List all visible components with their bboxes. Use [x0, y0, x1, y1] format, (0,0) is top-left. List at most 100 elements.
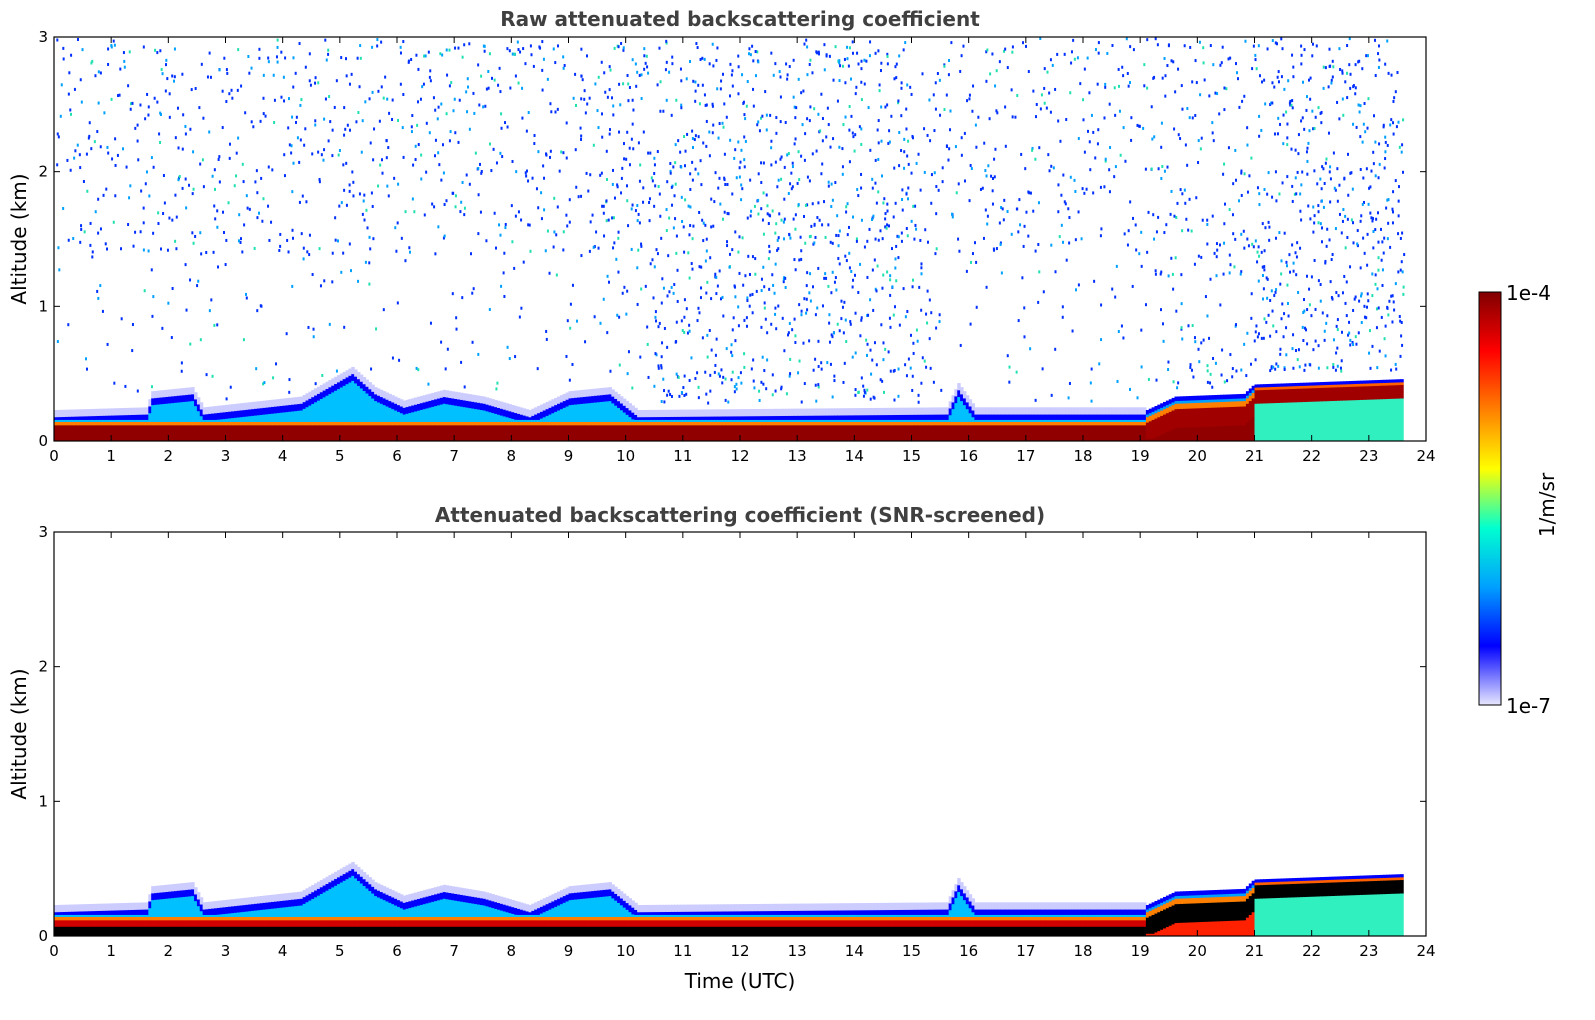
- noise-speckle: [763, 306, 766, 310]
- noise-speckle: [658, 192, 661, 196]
- noise-speckle: [830, 333, 833, 337]
- noise-speckle: [717, 372, 720, 376]
- noise-speckle: [907, 139, 910, 143]
- noise-speckle: [1229, 56, 1232, 60]
- heatmap-cell: [1111, 421, 1116, 426]
- noise-speckle: [655, 319, 658, 323]
- noise-speckle: [222, 210, 225, 214]
- heatmap-cell: [645, 409, 650, 418]
- heatmap-cell: [1197, 402, 1201, 409]
- heatmap-cell: [737, 415, 741, 420]
- noise-speckle: [285, 332, 288, 336]
- noise-speckle: [671, 62, 674, 66]
- noise-speckle: [663, 326, 666, 330]
- noise-speckle: [689, 205, 692, 209]
- noise-speckle: [627, 82, 630, 86]
- heatmap-cell: [174, 402, 178, 422]
- noise-speckle: [134, 126, 137, 130]
- noise-speckle: [719, 297, 722, 301]
- heatmap-cell: [131, 421, 135, 426]
- heatmap-cell: [551, 424, 555, 441]
- heatmap-cell: [719, 416, 724, 420]
- heatmap-cell: [751, 424, 755, 441]
- heatmap-cell: [1203, 399, 1207, 403]
- noise-speckle: [795, 106, 798, 110]
- noise-speckle: [1246, 126, 1249, 130]
- heatmap-cell: [1245, 395, 1250, 399]
- heatmap-cell: [1157, 411, 1161, 418]
- heatmap-cell: [628, 421, 632, 426]
- heatmap-cell: [348, 368, 352, 376]
- heatmap-cell: [771, 415, 775, 420]
- heatmap-cell: [259, 414, 264, 422]
- heatmap-cell: [1165, 407, 1170, 414]
- noise-speckle: [1020, 152, 1023, 156]
- noise-speckle: [666, 345, 669, 349]
- noise-speckle: [654, 184, 657, 188]
- heatmap-cell: [419, 409, 424, 422]
- heatmap-cell: [291, 421, 295, 426]
- heatmap-cell: [96, 415, 101, 420]
- noise-speckle: [855, 85, 858, 89]
- heatmap-cell: [174, 421, 178, 426]
- heatmap-cell: [840, 424, 844, 441]
- noise-speckle: [970, 167, 973, 171]
- noise-speckle: [936, 71, 939, 75]
- heatmap-cell: [319, 424, 324, 441]
- heatmap-cell: [359, 387, 364, 422]
- heatmap-cell: [1203, 426, 1207, 441]
- noise-speckle: [151, 314, 154, 318]
- heatmap-cell: [1143, 424, 1147, 441]
- heatmap-cell: [851, 419, 855, 422]
- heatmap-cell: [931, 419, 935, 422]
- noise-speckle: [995, 247, 998, 251]
- noise-speckle: [1064, 202, 1067, 206]
- heatmap-cell: [485, 421, 490, 426]
- heatmap-cell: [85, 421, 89, 426]
- heatmap-cell: [985, 414, 990, 420]
- heatmap-cell: [854, 424, 858, 441]
- heatmap-cell: [845, 421, 850, 426]
- heatmap-cell: [1014, 414, 1018, 420]
- noise-speckle: [869, 397, 872, 401]
- heatmap-cell: [371, 391, 375, 399]
- heatmap-cell: [471, 408, 475, 422]
- heatmap-cell: [336, 375, 341, 383]
- heatmap-cell: [1031, 424, 1036, 441]
- noise-speckle: [1257, 245, 1260, 249]
- heatmap-cell: [256, 408, 261, 416]
- noise-speckle: [209, 75, 212, 79]
- heatmap-cell: [1088, 419, 1093, 422]
- noise-speckle: [854, 133, 857, 137]
- heatmap-cell: [311, 396, 315, 404]
- noise-speckle: [779, 95, 782, 99]
- heatmap-cell: [1131, 414, 1136, 420]
- noise-speckle: [893, 77, 896, 81]
- heatmap-cell: [142, 414, 147, 420]
- heatmap-cell: [522, 424, 527, 441]
- noise-speckle: [841, 172, 844, 176]
- heatmap-cell: [740, 421, 744, 426]
- heatmap-cell: [659, 416, 664, 420]
- heatmap-cell: [945, 407, 950, 415]
- heatmap-cell: [325, 424, 329, 441]
- heatmap-cell: [1114, 407, 1118, 415]
- heatmap-cell: [797, 408, 801, 416]
- noise-speckle: [646, 325, 649, 329]
- heatmap-cell: [314, 421, 318, 426]
- noise-speckle: [916, 339, 919, 343]
- noise-speckle: [843, 57, 846, 61]
- heatmap-cell: [216, 419, 221, 422]
- heatmap-cell: [1114, 424, 1118, 441]
- noise-speckle: [871, 217, 874, 221]
- noise-speckle: [343, 188, 346, 192]
- noise-speckle: [1198, 360, 1201, 364]
- heatmap-cell: [820, 408, 824, 416]
- noise-speckle: [199, 162, 202, 166]
- heatmap-cell: [159, 421, 164, 426]
- noise-speckle: [1180, 273, 1183, 277]
- heatmap-cell: [457, 424, 461, 441]
- noise-speckle: [1011, 45, 1014, 49]
- heatmap-cell: [417, 421, 421, 426]
- heatmap-cell: [1131, 407, 1136, 415]
